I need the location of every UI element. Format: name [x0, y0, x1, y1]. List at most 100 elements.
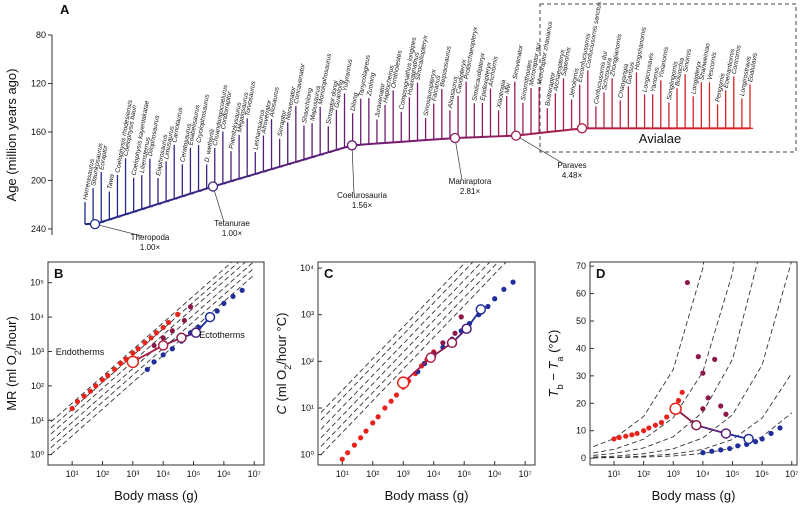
data-point	[679, 389, 685, 395]
node-ratio: 4.48×	[562, 171, 583, 180]
data-point	[151, 342, 157, 349]
taxon-label: Eoraptor	[98, 144, 109, 171]
node-marker	[346, 140, 358, 151]
node-marker	[89, 218, 101, 230]
y-axis-label-part: 2	[283, 365, 293, 370]
y-tick-label: 10⁰	[30, 450, 44, 460]
annotation: Endotherms	[56, 347, 105, 357]
x-axis-label: Body mass (g)	[114, 488, 198, 503]
branch	[195, 187, 208, 193]
data-point	[105, 372, 111, 379]
data-point	[382, 405, 388, 411]
y-tick-label: 120	[31, 78, 46, 88]
y-tick-label: 40	[576, 343, 586, 353]
leader-line	[515, 135, 565, 165]
reference-line	[50, 262, 240, 429]
data-point	[629, 432, 635, 438]
x-tick-label: 10²	[366, 469, 379, 479]
data-point	[351, 442, 357, 448]
data-point	[727, 445, 733, 452]
plot-area	[320, 262, 516, 462]
node-estimate	[425, 352, 437, 363]
y-tick-label: 10³	[301, 310, 314, 320]
branch	[239, 174, 252, 180]
data-point	[165, 319, 172, 326]
y-axis-label-part: /hour °C)	[274, 313, 289, 365]
y-tick-label: 30	[576, 371, 586, 381]
y-axis-label-part: /hour)	[4, 316, 19, 350]
y-tick-label: 10¹	[301, 403, 314, 413]
y-axis-label-part: −	[546, 370, 561, 385]
reference-line	[50, 262, 233, 423]
x-axis-label: Body mass (g)	[385, 488, 469, 503]
y-axis-label-part: (°C)	[546, 330, 561, 357]
branch	[395, 140, 407, 144]
y-tick-label: 10	[576, 426, 586, 436]
data-point	[695, 354, 701, 360]
data-point	[759, 436, 765, 442]
reference-line	[593, 262, 705, 448]
y-axis-label-part: a	[555, 357, 565, 362]
data-point	[700, 370, 706, 376]
x-tick-label: 10⁴	[156, 469, 170, 479]
reference-line	[593, 262, 792, 458]
data-point	[641, 428, 647, 434]
node-ratio: 1.00×	[222, 229, 243, 238]
y-tick-label: 10²	[31, 381, 44, 391]
data-point	[358, 435, 364, 441]
y-axis-label: Tb − Ta (°C)	[546, 330, 565, 398]
node-label: Paraves	[557, 161, 586, 170]
node-label: Maniraptora	[449, 177, 492, 186]
data-point	[485, 303, 491, 310]
node-estimate	[190, 327, 202, 339]
node-estimate	[176, 332, 187, 344]
taxon-label: Sinornis	[682, 48, 693, 73]
y-tick-label: 10⁵	[30, 278, 44, 288]
node-estimate	[669, 402, 682, 416]
branch	[228, 177, 241, 183]
taxon-label: Gansus	[625, 61, 636, 85]
plot-frame	[317, 261, 536, 466]
data-point	[684, 279, 690, 286]
data-point	[87, 388, 94, 394]
node-marker	[576, 123, 588, 134]
data-point	[142, 340, 148, 346]
taxon-label: Tawa	[106, 173, 116, 190]
data-point	[375, 414, 381, 420]
branch	[317, 151, 330, 157]
taxon-label: Anchiornis	[487, 55, 499, 88]
reference-line	[593, 412, 793, 459]
node-marker	[449, 132, 461, 144]
data-point	[99, 377, 106, 383]
node-estimate	[204, 311, 216, 323]
x-tick-label: 10³	[397, 469, 410, 479]
data-point	[130, 350, 136, 356]
data-point	[623, 433, 629, 439]
x-tick-label: 10⁶	[488, 469, 502, 479]
taxon-label: Falcarius	[431, 74, 443, 102]
data-point	[718, 403, 724, 409]
y-tick-label: 70	[576, 261, 586, 271]
x-tick-label: 10⁷	[519, 469, 532, 479]
y-tick-label: 10³	[31, 346, 44, 356]
y-tick-label: 10⁰	[300, 450, 314, 460]
reference-line	[50, 262, 247, 435]
x-tick-label: 10⁵	[187, 469, 201, 479]
data-point	[718, 447, 724, 453]
data-point	[160, 324, 166, 331]
data-point	[652, 422, 659, 428]
panel-label: C	[324, 266, 334, 281]
leader-line	[454, 137, 463, 181]
reference-line	[593, 262, 759, 456]
data-point	[735, 443, 741, 449]
node-estimate	[461, 323, 472, 335]
node-marker	[510, 130, 522, 141]
y-axis-label-part: T	[546, 361, 561, 370]
reference-line	[320, 262, 507, 455]
avialae-box	[539, 3, 797, 153]
data-point	[388, 398, 394, 404]
reference-line	[593, 372, 793, 459]
data-point	[135, 346, 141, 352]
node-estimate	[691, 419, 702, 431]
data-point	[118, 360, 124, 367]
